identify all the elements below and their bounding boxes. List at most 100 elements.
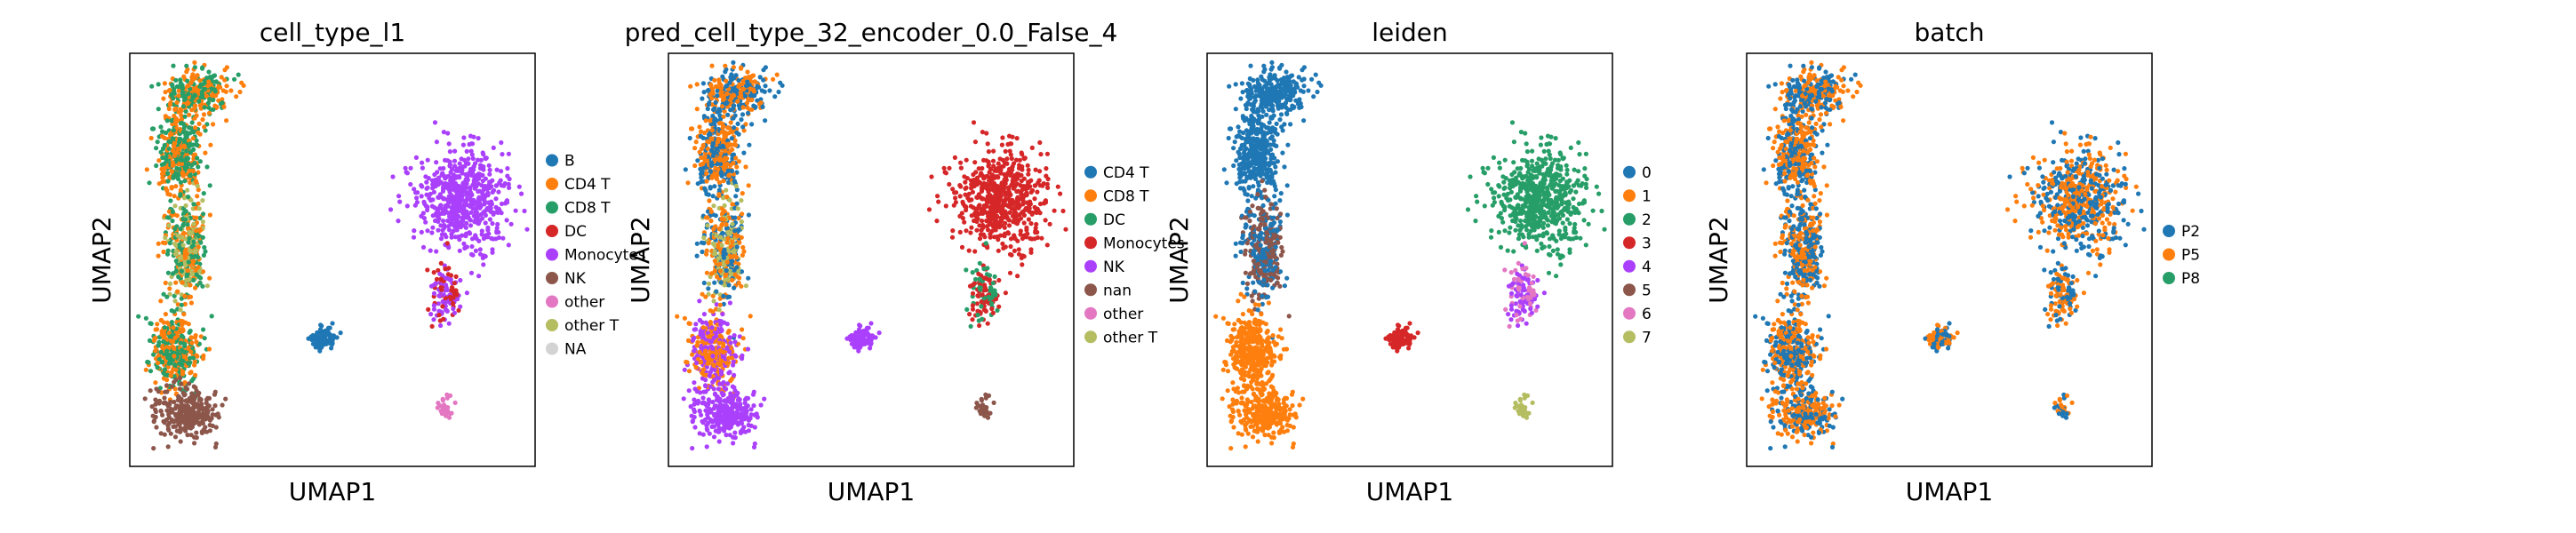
scatter-point (481, 262, 486, 267)
scatter-point (444, 204, 449, 210)
scatter-point (165, 355, 171, 361)
legend-marker (546, 319, 558, 331)
scatter-point (486, 182, 492, 187)
scatter-point (989, 213, 995, 219)
scatter-point (675, 314, 680, 319)
scatter-point (771, 76, 776, 82)
scatter-point (728, 340, 733, 346)
scatter-point (505, 173, 510, 179)
scatter-point (202, 244, 207, 251)
scatter-point (156, 241, 161, 246)
scatter-point (180, 243, 186, 248)
scatter-point (724, 100, 730, 106)
scatter-point (149, 84, 155, 89)
scatter-point (167, 281, 173, 286)
scatter-point (446, 227, 452, 233)
scatter-point (473, 213, 478, 219)
scatter-point (1047, 221, 1052, 227)
scatter-point (690, 352, 695, 357)
scatter-point (698, 133, 704, 139)
scatter-point (513, 208, 518, 213)
scatter-point (490, 178, 495, 183)
scatter-point (970, 189, 975, 195)
scatter-point (149, 404, 155, 410)
scatter-point (476, 238, 482, 243)
scatter-point (188, 131, 193, 136)
legend-marker (546, 178, 558, 190)
scatter-point (236, 72, 241, 77)
scatter-point (736, 280, 741, 286)
scatter-point (725, 229, 731, 235)
scatter-point (493, 196, 499, 202)
scatter-point (165, 179, 171, 184)
scatter-point (440, 195, 445, 201)
scatter-point (731, 115, 736, 121)
scatter-point (438, 260, 444, 266)
scatter-point (193, 415, 198, 421)
scatter-point (876, 330, 882, 336)
scatter-point (697, 349, 702, 354)
scatter-point (440, 188, 446, 194)
scatter-point (744, 414, 749, 419)
scatter-point (711, 424, 717, 429)
scatter-point (1000, 135, 1005, 140)
scatter-point (953, 195, 958, 201)
scatter-point (189, 391, 195, 396)
scatter-point (711, 227, 716, 232)
scatter-point (742, 93, 748, 99)
scatter-point (153, 380, 158, 386)
scatter-points (136, 60, 530, 451)
scatter-point (1008, 152, 1013, 157)
scatter-point (700, 338, 705, 345)
scatter-point (1037, 139, 1043, 146)
scatter-point (733, 194, 739, 199)
scatter-point (471, 179, 477, 185)
scatter-point (688, 404, 693, 410)
scatter-point (212, 73, 218, 78)
scatter-point (171, 128, 176, 133)
scatter-point (752, 425, 757, 430)
scatter-point (188, 328, 193, 334)
scatter-point (206, 110, 212, 115)
y-axis-label: UMAP2 (87, 216, 116, 304)
scatter-point (213, 441, 219, 447)
scatter-point (705, 88, 711, 93)
scatter-point (457, 237, 462, 243)
scatter-point (475, 157, 481, 163)
scatter-point (196, 99, 202, 104)
scatter-point (419, 183, 424, 188)
scatter-point (1043, 218, 1048, 223)
scatter-point (774, 72, 780, 77)
scatter-point (708, 82, 714, 87)
scatter-point (444, 308, 450, 314)
scatter-point (494, 167, 500, 172)
umap-panel-2: pred_cell_type_32_encoder_0.0_False_4UMA… (625, 18, 1185, 506)
scatter-point (180, 369, 186, 374)
scatter-point (712, 184, 717, 189)
scatter-point (708, 384, 714, 389)
scatter-point (178, 426, 183, 431)
scatter-point (164, 154, 169, 159)
scatter-point (1038, 152, 1044, 157)
scatter-point (162, 335, 168, 340)
scatter-point (712, 259, 717, 264)
scatter-point (980, 225, 986, 230)
scatter-point (173, 259, 179, 264)
scatter-point (692, 414, 697, 420)
scatter-point (148, 369, 154, 374)
scatter-point (718, 151, 724, 156)
scatter-point (194, 339, 199, 345)
scatter-point (468, 218, 473, 223)
scatter-point (1007, 210, 1012, 215)
scatter-point (438, 322, 444, 329)
scatter-point (1018, 228, 1023, 234)
scatter-point (177, 409, 182, 414)
scatter-point (701, 235, 707, 241)
scatter-point (451, 301, 456, 306)
scatter-point (732, 285, 737, 290)
scatter-point (198, 334, 204, 339)
scatter-point (1022, 233, 1028, 238)
scatter-point (438, 203, 444, 208)
scatter-point (154, 163, 159, 169)
scatter-point (412, 187, 417, 192)
